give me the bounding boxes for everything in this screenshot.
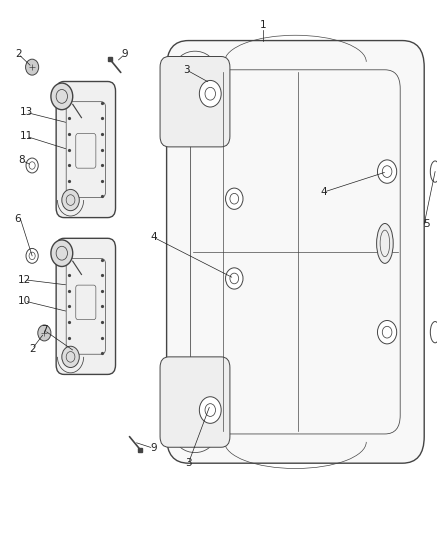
Circle shape xyxy=(25,59,39,75)
Text: 9: 9 xyxy=(150,443,157,453)
Circle shape xyxy=(378,160,397,183)
FancyBboxPatch shape xyxy=(166,41,424,463)
Circle shape xyxy=(378,320,397,344)
Circle shape xyxy=(199,80,221,107)
Text: 10: 10 xyxy=(18,296,31,306)
Circle shape xyxy=(226,268,243,289)
Circle shape xyxy=(199,397,221,423)
Text: 3: 3 xyxy=(183,65,190,75)
Circle shape xyxy=(38,325,51,341)
FancyBboxPatch shape xyxy=(56,238,116,374)
Text: 9: 9 xyxy=(122,49,128,59)
Text: 13: 13 xyxy=(19,107,33,117)
Text: 3: 3 xyxy=(185,458,192,468)
Text: 4: 4 xyxy=(150,232,157,243)
Text: 4: 4 xyxy=(321,187,327,197)
Circle shape xyxy=(62,346,79,368)
Circle shape xyxy=(62,189,79,211)
FancyBboxPatch shape xyxy=(160,56,230,147)
Text: 6: 6 xyxy=(14,214,21,224)
Text: 7: 7 xyxy=(41,325,48,335)
Text: 2: 2 xyxy=(29,344,35,354)
Text: 12: 12 xyxy=(18,275,32,285)
Text: 5: 5 xyxy=(423,219,430,229)
Ellipse shape xyxy=(430,321,438,343)
Text: 2: 2 xyxy=(15,49,21,59)
Circle shape xyxy=(226,188,243,209)
FancyBboxPatch shape xyxy=(56,82,116,217)
Text: 8: 8 xyxy=(18,155,25,165)
Text: 1: 1 xyxy=(259,20,266,30)
Ellipse shape xyxy=(430,161,438,182)
Ellipse shape xyxy=(377,223,393,263)
Text: 11: 11 xyxy=(19,131,33,141)
Circle shape xyxy=(51,240,73,266)
Circle shape xyxy=(51,83,73,110)
FancyBboxPatch shape xyxy=(160,357,230,447)
